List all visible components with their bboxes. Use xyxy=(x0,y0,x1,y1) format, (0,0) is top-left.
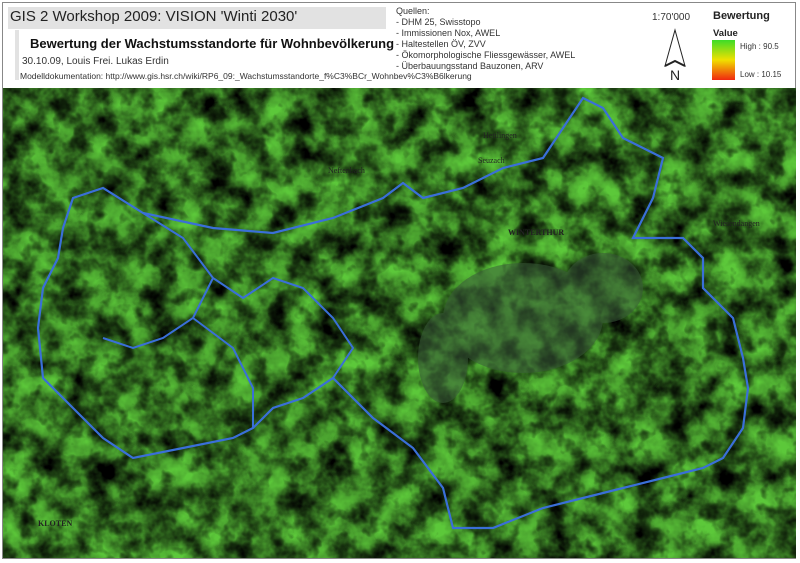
source-item: - Ökomorphologische Fliessgewässer, AWEL xyxy=(396,50,576,60)
place-label: KLOTEN xyxy=(38,519,72,528)
inner-boundary xyxy=(102,212,355,428)
map-title: GIS 2 Workshop 2009: VISION 'Winti 2030' xyxy=(10,8,298,25)
place-label: WINTERTHUR xyxy=(508,228,564,237)
legend-subtitle: Value xyxy=(713,28,738,39)
place-label: Seuzach xyxy=(478,156,505,165)
place-label: Neftenbach xyxy=(328,166,365,175)
suitability-map[interactable]: WINTERTHUR KLOTEN Seuzach Neftenbach Het… xyxy=(3,88,796,558)
authors: 30.10.09, Louis Frei. Lukas Erdin xyxy=(22,56,169,67)
sources-list: Quellen: - DHM 25, Swisstopo - Immission… xyxy=(396,6,575,72)
north-arrow-icon: N xyxy=(664,28,686,82)
source-item: - Haltestellen ÖV, ZVV xyxy=(396,39,486,49)
map-subtitle: Bewertung der Wachstumsstandorte für Woh… xyxy=(30,36,395,51)
scale-text: 1:70'000 xyxy=(652,12,691,23)
subtitle-box xyxy=(15,30,390,80)
legend-low: Low : 10.15 xyxy=(740,70,782,79)
winterthur-urban-area xyxy=(418,253,643,403)
map-red-zones xyxy=(3,88,796,558)
place-label: Hettlingen xyxy=(483,131,517,140)
documentation-link: Modelldokumentation: http://www.gis.hsr.… xyxy=(20,71,472,81)
sources-heading: Quellen: xyxy=(396,6,430,16)
place-label: Wiesendangen xyxy=(713,219,760,228)
legend-high: High : 90.5 xyxy=(740,42,779,51)
study-area-boundary xyxy=(36,96,750,530)
source-item: - Überbauungsstand Bauzonen, ARV xyxy=(396,61,544,71)
title-bar xyxy=(8,7,386,29)
legend-title: Bewertung xyxy=(713,10,770,22)
north-label: N xyxy=(670,67,680,82)
source-item: - DHM 25, Swisstopo xyxy=(396,17,481,27)
legend-color-ramp xyxy=(712,40,735,80)
source-item: - Immissionen Nox, AWEL xyxy=(396,28,501,38)
